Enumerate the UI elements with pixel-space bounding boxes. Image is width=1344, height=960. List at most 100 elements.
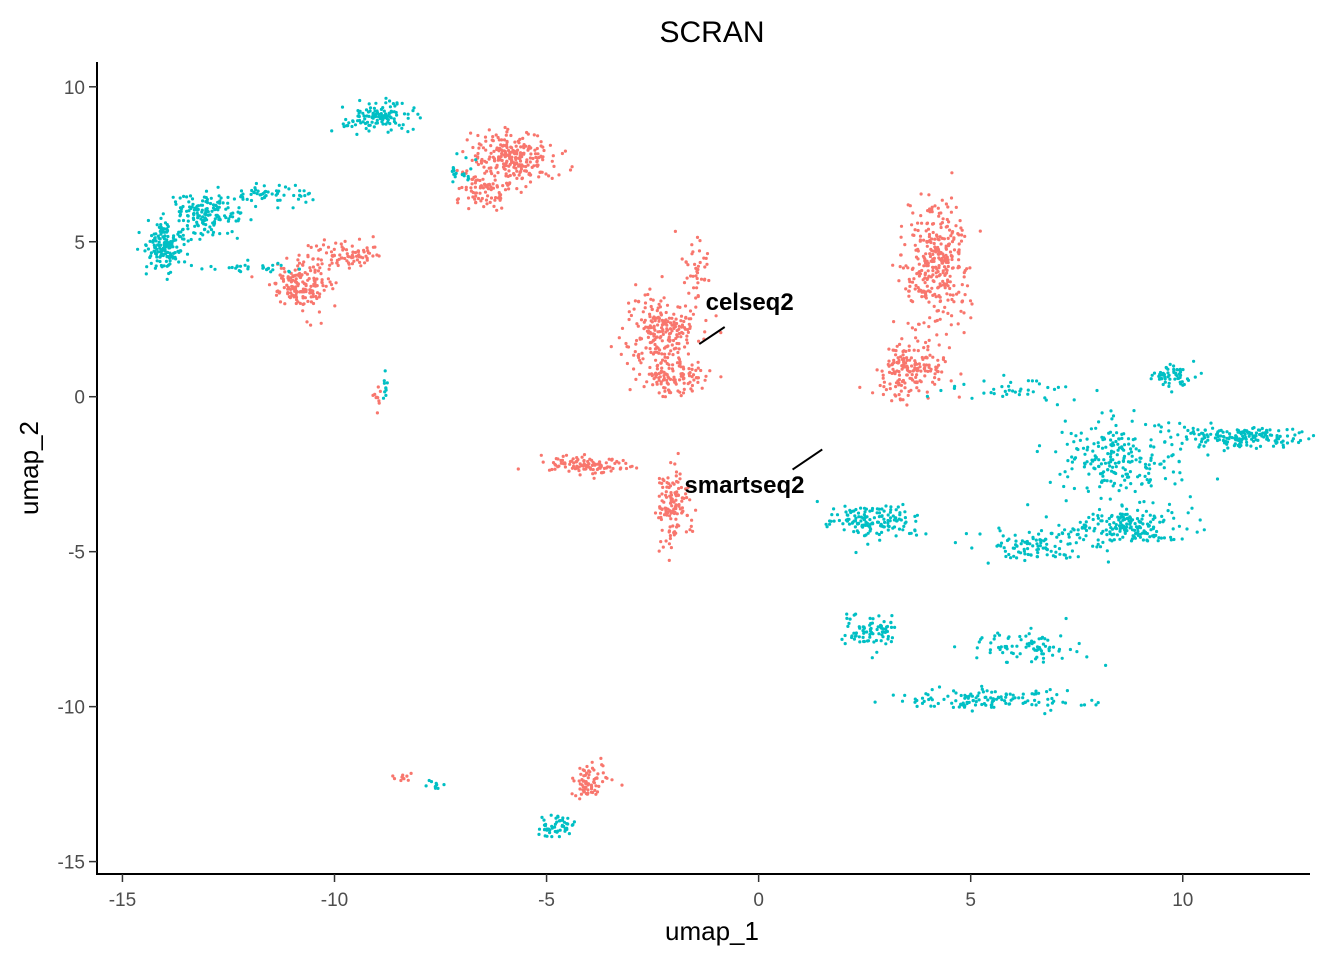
point-celseq2 <box>970 302 974 306</box>
point-smartseq2 <box>1064 616 1068 621</box>
point-celseq2 <box>950 297 954 302</box>
point-smartseq2 <box>1069 431 1073 436</box>
point-celseq2 <box>581 768 585 772</box>
point-celseq2 <box>604 461 608 465</box>
point-smartseq2 <box>1087 472 1091 476</box>
point-celseq2 <box>957 242 961 246</box>
point-smartseq2 <box>1011 389 1015 393</box>
point-celseq2 <box>925 284 929 288</box>
point-smartseq2 <box>877 515 882 519</box>
point-celseq2 <box>918 234 923 238</box>
point-celseq2 <box>301 263 305 267</box>
point-celseq2 <box>925 244 929 248</box>
point-celseq2 <box>320 280 324 284</box>
point-celseq2 <box>680 374 685 378</box>
point-celseq2 <box>278 300 283 304</box>
point-smartseq2 <box>192 217 196 222</box>
point-celseq2 <box>652 332 657 336</box>
point-smartseq2 <box>1045 547 1049 552</box>
point-smartseq2 <box>260 196 264 201</box>
point-celseq2 <box>908 358 912 362</box>
point-celseq2 <box>655 367 660 371</box>
point-celseq2 <box>914 375 918 379</box>
point-celseq2 <box>933 204 937 208</box>
point-celseq2 <box>667 366 671 370</box>
point-smartseq2 <box>1079 431 1083 435</box>
point-celseq2 <box>940 261 944 265</box>
point-celseq2 <box>918 379 922 383</box>
point-smartseq2 <box>879 624 884 628</box>
point-celseq2 <box>875 368 879 372</box>
point-smartseq2 <box>1104 528 1108 532</box>
point-celseq2 <box>949 379 953 383</box>
point-smartseq2 <box>1070 460 1074 464</box>
point-smartseq2 <box>204 223 208 227</box>
point-celseq2 <box>676 350 680 355</box>
point-smartseq2 <box>217 194 221 198</box>
point-celseq2 <box>595 790 600 794</box>
point-celseq2 <box>923 369 927 373</box>
point-smartseq2 <box>1051 554 1055 558</box>
point-smartseq2 <box>999 695 1003 699</box>
point-celseq2 <box>505 140 509 144</box>
point-smartseq2 <box>1031 535 1035 540</box>
point-smartseq2 <box>915 704 919 709</box>
point-celseq2 <box>507 154 511 158</box>
point-smartseq2 <box>1149 528 1153 532</box>
point-smartseq2 <box>560 823 565 828</box>
point-smartseq2 <box>1008 702 1012 706</box>
point-smartseq2 <box>980 684 984 688</box>
point-smartseq2 <box>866 531 870 535</box>
point-smartseq2 <box>1081 446 1086 450</box>
point-celseq2 <box>962 275 966 279</box>
point-celseq2 <box>962 331 966 335</box>
point-smartseq2 <box>1038 544 1042 548</box>
point-smartseq2 <box>850 509 855 513</box>
point-celseq2 <box>536 152 540 156</box>
point-smartseq2 <box>1018 634 1022 639</box>
point-smartseq2 <box>1037 691 1041 695</box>
point-smartseq2 <box>1215 438 1220 443</box>
point-celseq2 <box>496 135 500 140</box>
point-smartseq2 <box>1047 647 1051 651</box>
point-smartseq2 <box>1254 434 1258 438</box>
point-celseq2 <box>900 367 904 371</box>
point-celseq2 <box>559 458 563 463</box>
point-celseq2 <box>907 348 911 352</box>
point-celseq2 <box>376 396 380 400</box>
point-celseq2 <box>550 159 554 163</box>
point-smartseq2 <box>1300 430 1304 434</box>
point-celseq2 <box>923 366 927 370</box>
point-celseq2 <box>572 461 576 465</box>
point-celseq2 <box>934 265 938 269</box>
point-smartseq2 <box>893 516 897 520</box>
point-smartseq2 <box>1096 441 1100 445</box>
point-smartseq2 <box>969 692 973 696</box>
point-smartseq2 <box>550 824 554 828</box>
point-smartseq2 <box>1003 644 1007 649</box>
point-celseq2 <box>570 466 575 470</box>
point-smartseq2 <box>171 236 175 240</box>
point-celseq2 <box>891 263 895 267</box>
point-celseq2 <box>473 197 477 201</box>
point-smartseq2 <box>386 130 390 134</box>
point-celseq2 <box>604 775 608 780</box>
point-celseq2 <box>518 153 523 157</box>
point-celseq2 <box>899 253 903 257</box>
point-smartseq2 <box>1165 366 1169 370</box>
point-smartseq2 <box>1065 442 1069 446</box>
point-celseq2 <box>903 243 907 247</box>
point-smartseq2 <box>864 523 868 528</box>
point-celseq2 <box>586 791 590 795</box>
point-smartseq2 <box>872 640 876 644</box>
point-celseq2 <box>287 295 291 299</box>
point-celseq2 <box>301 296 305 300</box>
point-celseq2 <box>592 780 596 784</box>
point-smartseq2 <box>549 813 553 817</box>
point-smartseq2 <box>1186 428 1190 433</box>
point-smartseq2 <box>157 240 161 244</box>
point-smartseq2 <box>201 221 205 225</box>
point-celseq2 <box>519 167 524 171</box>
point-smartseq2 <box>167 241 171 245</box>
point-smartseq2 <box>146 247 150 251</box>
